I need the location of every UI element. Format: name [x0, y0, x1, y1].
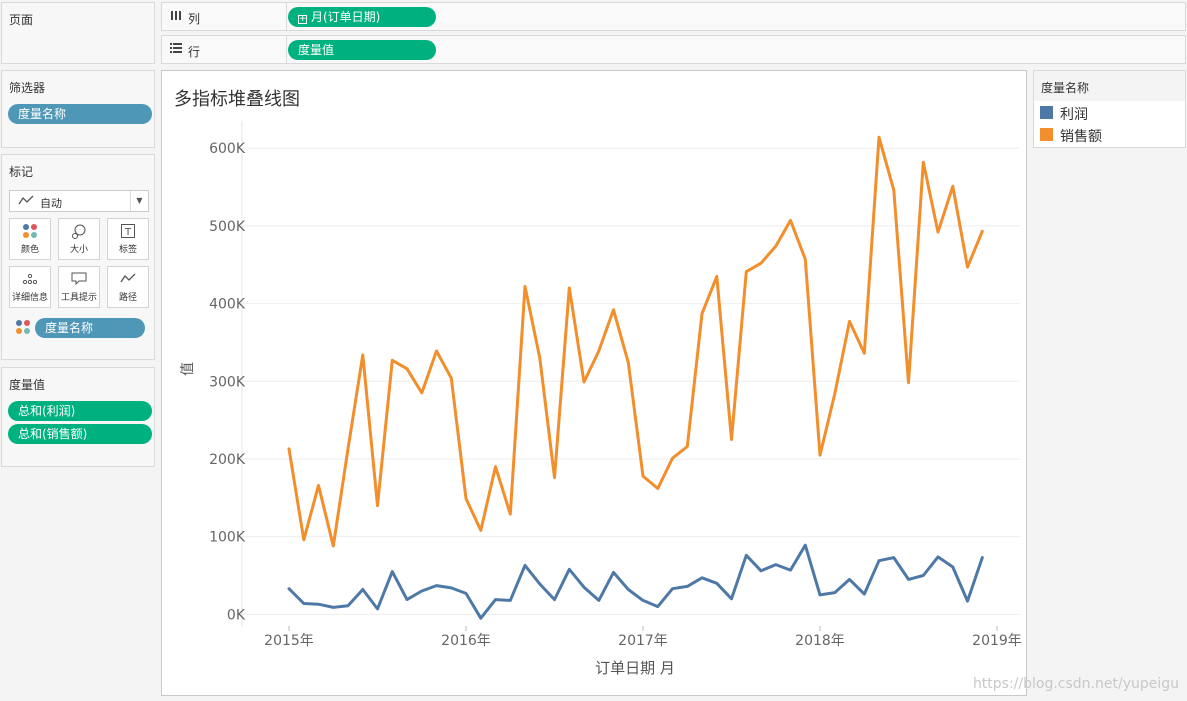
label-button-label: 标签	[118, 245, 137, 255]
y-tick-label: 0K	[227, 607, 246, 623]
y-axis-label: 值	[180, 362, 196, 376]
marks-title: 标记	[9, 165, 34, 179]
label-button[interactable]: T 标签	[107, 218, 149, 260]
detail-dots-icon	[10, 272, 50, 290]
columns-pill-label: 月(订单日期)	[311, 10, 381, 24]
columns-shelf[interactable]: 列 + 月(订单日期)	[161, 2, 1186, 31]
y-tick-label: 200K	[209, 452, 246, 468]
x-tick-label: 2018年	[795, 633, 845, 649]
y-tick-label: 100K	[209, 530, 246, 546]
x-axis-label: 订单日期 月	[595, 659, 675, 677]
filters-card[interactable]: 筛选器 度量名称	[1, 70, 155, 148]
columns-label: 列	[188, 12, 201, 26]
tooltip-icon	[59, 272, 99, 290]
chart-title: 多指标堆叠线图	[174, 89, 300, 110]
rows-pill-measure-values[interactable]: 度量值	[288, 40, 436, 60]
color-dots-icon	[16, 320, 30, 337]
tooltip-button-label: 工具提示	[60, 293, 97, 303]
text-icon: T	[108, 224, 148, 242]
detail-button-label: 详细信息	[11, 293, 48, 303]
chart-card[interactable]: 多指标堆叠线图 0K 100K 200K 300K 400K 500K 600K 2015年…	[161, 70, 1027, 696]
filters-title: 筛选器	[9, 81, 46, 95]
columns-icon	[170, 9, 182, 24]
x-tick-label: 2015年	[264, 633, 314, 649]
pages-card[interactable]: 页面	[1, 2, 155, 64]
color-button-label: 颜色	[20, 245, 39, 255]
mark-type-dropdown[interactable]: 自动 ▼	[9, 190, 149, 212]
legend-title: 度量名称	[1034, 71, 1185, 101]
series-line-sales[interactable]	[287, 135, 984, 548]
y-tick-label: 600K	[209, 141, 246, 157]
rows-label: 行	[188, 45, 201, 59]
legend[interactable]: 度量名称 利润 销售额	[1033, 70, 1186, 148]
color-dots-icon	[10, 224, 50, 242]
x-tick-label: 2019年	[972, 633, 1022, 649]
line-chart[interactable]: 0K 100K 200K 300K 400K 500K 600K 2015年 2016年 201…	[162, 71, 1026, 695]
watermark: https://blog.csdn.net/yupeigu	[972, 676, 1179, 692]
x-tick-label: 2017年	[618, 633, 668, 649]
size-button[interactable]: 大小	[58, 218, 100, 260]
legend-label-sales: 销售额	[1060, 129, 1102, 145]
svg-text:T: T	[124, 227, 132, 238]
x-tick-label: 2016年	[441, 633, 491, 649]
line-mark-icon	[18, 194, 34, 209]
size-icon	[59, 224, 99, 244]
y-tick-label: 400K	[209, 297, 246, 313]
path-button[interactable]: 路径	[107, 266, 149, 308]
filter-pill-measure-names[interactable]: 度量名称	[8, 104, 152, 124]
y-tick-label: 500K	[209, 219, 246, 235]
measure-values-title: 度量值	[9, 378, 46, 392]
path-button-label: 路径	[118, 293, 137, 303]
rows-icon	[170, 42, 182, 57]
detail-button[interactable]: 详细信息	[9, 266, 51, 308]
columns-pill-month[interactable]: + 月(订单日期)	[288, 7, 436, 27]
tooltip-button[interactable]: 工具提示	[58, 266, 100, 308]
legend-label-profit: 利润	[1060, 107, 1088, 123]
series-line-profit[interactable]	[287, 543, 984, 620]
size-button-label: 大小	[69, 245, 88, 255]
pages-title: 页面	[9, 13, 34, 27]
mark-type-label: 自动	[40, 197, 62, 210]
expand-plus-icon[interactable]: +	[298, 14, 307, 24]
marks-card: 标记 自动 ▼ 颜色 大小 T 标签 详细信息 工具提示	[1, 154, 155, 360]
legend-swatch-sales	[1040, 128, 1053, 141]
measure-values-card: 度量值 总和(利润) 总和(销售额)	[1, 367, 155, 467]
measure-pill-profit[interactable]: 总和(利润)	[8, 401, 152, 421]
legend-swatch-profit	[1040, 106, 1053, 119]
y-tick-label: 300K	[209, 374, 246, 390]
color-pill-measure-names[interactable]: 度量名称	[35, 318, 145, 338]
measure-pill-sales[interactable]: 总和(销售额)	[8, 424, 152, 444]
columns-shelf-label: 列	[162, 3, 287, 30]
chevron-down-icon[interactable]: ▼	[130, 191, 148, 211]
color-button[interactable]: 颜色	[9, 218, 51, 260]
rows-shelf[interactable]: 行 度量值	[161, 35, 1186, 64]
path-icon	[108, 272, 148, 288]
rows-shelf-label: 行	[162, 36, 287, 63]
